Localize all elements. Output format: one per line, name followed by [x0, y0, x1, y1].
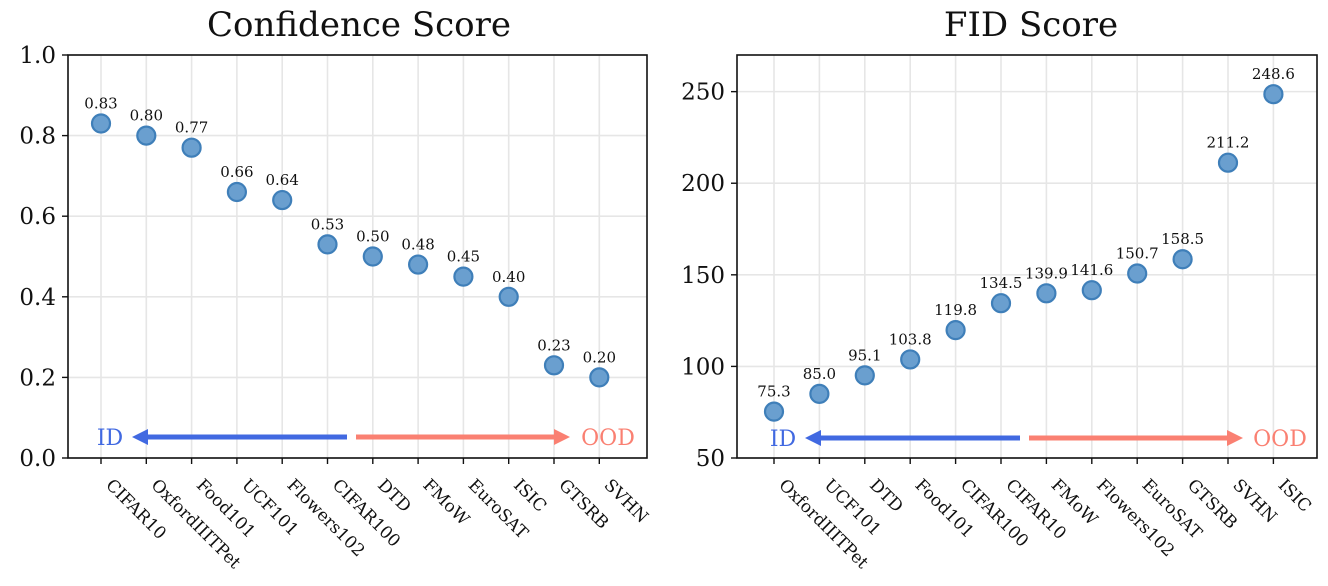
data-point [1127, 263, 1148, 284]
data-label: 211.2 [1207, 134, 1250, 152]
data-label: 85.0 [803, 365, 836, 383]
id-arrow-head [805, 430, 821, 446]
data-point [136, 125, 157, 146]
data-label: 0.83 [84, 95, 117, 113]
data-label: 75.3 [757, 383, 790, 401]
data-point [543, 355, 565, 376]
id-arrow-head [132, 429, 148, 445]
data-point [945, 320, 966, 341]
data-point [1263, 84, 1284, 105]
y-tick-label: 200 [681, 171, 725, 197]
data-point [317, 234, 338, 255]
y-tick-label: 100 [681, 354, 725, 380]
data-point [1172, 249, 1193, 270]
data-point [763, 401, 785, 422]
data-point [1036, 283, 1057, 304]
data-label: 139.9 [1025, 264, 1068, 282]
data-point [1081, 280, 1102, 301]
ood-arrow-head [1227, 430, 1243, 446]
data-label: 0.53 [311, 215, 344, 233]
data-point [272, 189, 293, 211]
data-point [362, 246, 383, 267]
y-tick-label: 0.0 [19, 446, 56, 472]
data-label: 0.66 [220, 163, 253, 181]
data-point [226, 181, 247, 203]
data-label: 119.8 [934, 301, 977, 319]
x-tick-label: ISIC [1274, 475, 1315, 516]
data-label: 141.6 [1070, 261, 1113, 279]
data-label: 0.23 [537, 336, 570, 354]
plot-frame [736, 54, 1318, 459]
confidence-score-panel: Confidence Score0.00.20.40.60.81.0CIFAR1… [19, 5, 651, 573]
y-tick-label: 0.8 [19, 124, 56, 150]
x-tick-label: DTD [373, 475, 414, 516]
ood-label: OOD [581, 426, 635, 451]
y-tick-label: 150 [681, 263, 725, 289]
y-tick-label: 0.6 [19, 204, 56, 230]
y-tick-label: 1.0 [19, 43, 56, 69]
x-tick-label: FMoW [419, 475, 474, 530]
x-tick-label: ISIC [509, 475, 550, 516]
data-point [408, 254, 429, 275]
data-label: 0.48 [401, 236, 434, 254]
data-point [900, 349, 921, 370]
y-tick-label: 50 [696, 446, 725, 472]
data-point [854, 365, 875, 386]
data-label: 0.77 [175, 119, 208, 137]
y-tick-label: 0.4 [19, 285, 56, 311]
id-label: ID [97, 426, 123, 451]
data-point [1217, 152, 1239, 173]
data-point [453, 266, 474, 287]
y-tick-label: 250 [681, 80, 725, 106]
data-label: 158.5 [1161, 230, 1204, 248]
data-point [589, 367, 610, 388]
data-point [90, 113, 112, 134]
y-tick-label: 0.2 [19, 365, 56, 391]
data-point [990, 293, 1012, 314]
data-point [809, 383, 830, 404]
fid-chart-title: FID Score [944, 5, 1118, 45]
data-label: 0.80 [130, 107, 163, 125]
ood-arrow-head [554, 429, 570, 445]
data-label: 0.40 [492, 268, 525, 286]
fid-score-panel: FID Score50100150200250OxfordIIITPetUCF1… [681, 5, 1318, 573]
x-tick-label: GTSRB [554, 475, 612, 533]
x-tick-label: DTD [865, 475, 906, 516]
data-label: 134.5 [980, 274, 1023, 292]
data-label: 0.20 [583, 348, 616, 366]
data-label: 150.7 [1116, 245, 1159, 263]
data-label: 0.45 [447, 248, 480, 266]
plot-frame [67, 54, 648, 459]
data-label: 0.64 [265, 171, 298, 189]
confidence-chart-title: Confidence Score [207, 5, 511, 45]
data-label: 248.6 [1252, 65, 1295, 83]
id-label: ID [770, 427, 796, 452]
data-point [181, 137, 202, 158]
data-label: 95.1 [848, 346, 881, 364]
data-point [498, 286, 519, 307]
ood-label: OOD [1253, 427, 1307, 452]
data-label: 103.8 [889, 330, 932, 348]
data-label: 0.50 [356, 228, 389, 246]
